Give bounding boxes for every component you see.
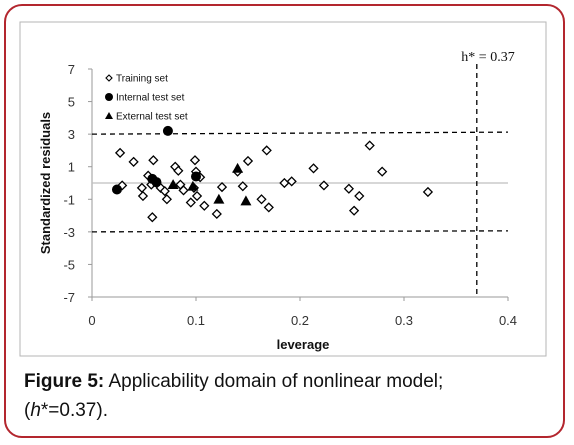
caption-label: Figure 5: [24, 371, 105, 392]
y-tick-label: 3 [68, 127, 75, 142]
training-point [348, 205, 360, 216]
external-test-point [213, 193, 225, 204]
legend-training-set-marker [105, 74, 113, 82]
training-point [178, 185, 189, 196]
training-point [147, 212, 158, 223]
training-point [191, 190, 203, 202]
training-point [185, 197, 196, 208]
x-tick-label: 0 [88, 313, 95, 328]
legend: Training set Internal test set External te… [105, 74, 188, 123]
training-point [114, 147, 126, 158]
training-point [318, 180, 330, 191]
training-point [199, 200, 210, 211]
legend-internal-test-set-marker [105, 93, 113, 101]
training-point [128, 156, 139, 167]
training-point [354, 190, 365, 202]
x-tick-label: 0.1 [187, 313, 205, 328]
caption-text: Applicability domain of nonlinear model; [104, 371, 444, 392]
external-test-point [167, 179, 179, 190]
y-tick-label: -7 [63, 290, 75, 305]
x-axis-title: leverage [277, 337, 330, 352]
training-point [422, 186, 434, 198]
internal-test-point [162, 125, 173, 136]
legend-training-set-label: Training set [116, 74, 168, 85]
internal-test-point [191, 171, 201, 182]
training-point [237, 181, 248, 192]
training-point [216, 181, 228, 193]
x-tick-label: 0.4 [499, 313, 517, 328]
legend-internal-test-set-label: Internal test set [116, 93, 185, 104]
training-point [308, 163, 319, 174]
training-point [261, 145, 272, 156]
training-point [173, 165, 184, 176]
training-point [256, 194, 267, 205]
legend-external-test-set-marker [105, 112, 113, 119]
caption-threshold-text: *=0.37). [40, 400, 108, 421]
y-tick-label: -5 [63, 257, 75, 272]
training-point [137, 190, 149, 202]
training-point [242, 155, 254, 167]
upper-residual-threshold-line [91, 131, 509, 135]
training-point [159, 186, 170, 197]
training-point [189, 155, 201, 166]
training-point [211, 208, 222, 220]
x-tick-label: 0.3 [395, 313, 413, 328]
figure-caption: Figure 5: Applicability domain of nonlin… [24, 371, 444, 421]
y-tick-label: -1 [63, 192, 75, 207]
y-tick-label: -3 [63, 225, 75, 240]
external-test-point [187, 180, 199, 191]
y-tick-label: 1 [68, 160, 75, 175]
internal-test-point [151, 177, 162, 188]
chart-frame [19, 21, 547, 357]
y-tick-label: 7 [68, 62, 75, 77]
external-test-point [232, 162, 244, 173]
training-point [364, 140, 375, 151]
caption-h-symbol: h [30, 400, 41, 421]
training-point [148, 155, 159, 166]
external-test-point [240, 195, 252, 206]
training-point [161, 194, 172, 205]
training-point [286, 176, 297, 187]
training-point [377, 166, 388, 177]
internal-test-point [111, 184, 122, 195]
training-point [263, 202, 274, 213]
legend-external-test-set-label: External test set [116, 112, 188, 123]
x-tick-label: 0.2 [291, 313, 309, 328]
y-tick-label: 5 [68, 95, 75, 110]
y-axis-title: Standardized residuals [38, 112, 53, 254]
h-star-annotation: h* = 0.37 [461, 50, 514, 65]
lower-residual-threshold-line [91, 230, 509, 233]
training-point [343, 183, 354, 194]
